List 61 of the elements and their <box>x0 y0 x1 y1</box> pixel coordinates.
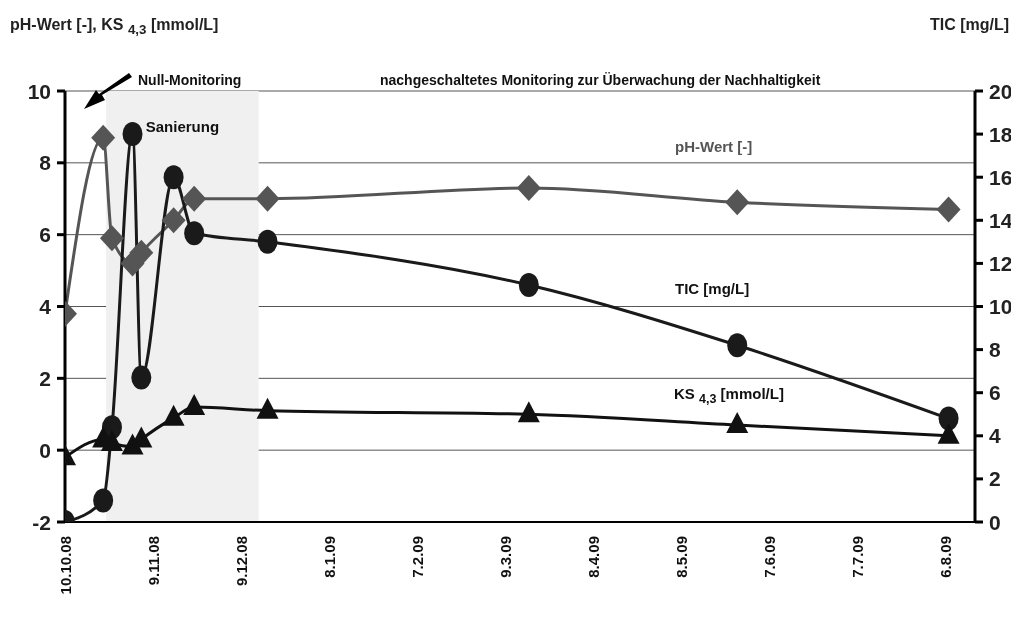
point <box>100 429 123 451</box>
y2-tick-label: 12 <box>989 251 1013 275</box>
series-label: KS $_{4,3}$ [mmol/L] <box>674 385 784 406</box>
point <box>518 272 539 297</box>
point <box>937 422 960 444</box>
x-tick-label: 8.1.09 <box>320 536 338 578</box>
y2-tick-label: 6 <box>989 381 1001 405</box>
y-tick-label: -2 <box>32 510 51 534</box>
point <box>727 333 748 358</box>
point <box>162 404 185 426</box>
y-tick-label: 10 <box>27 79 51 103</box>
point <box>938 406 959 431</box>
y2-tick-label: 18 <box>989 122 1013 146</box>
point <box>161 207 186 234</box>
point <box>93 488 114 513</box>
text: Null-Monitoring <box>138 72 242 88</box>
point <box>184 221 205 246</box>
y2-tick-label: 10 <box>989 295 1013 318</box>
y-tick-label: 4 <box>39 295 52 318</box>
y2-tick-label: 4 <box>989 424 1001 448</box>
y2-tick-label: 20 <box>989 79 1013 103</box>
y-tick-label: 0 <box>39 438 51 462</box>
y-tick-label: 8 <box>39 151 52 175</box>
series-label: TIC [mg/L] <box>675 280 750 297</box>
x-tick-label: 9.3.09 <box>496 536 514 578</box>
y2-axis-title: TIC [mg/L] <box>929 16 1009 34</box>
x-tick-label: 7.7.09 <box>849 536 867 578</box>
point <box>182 185 207 212</box>
y2-tick-label: 16 <box>989 165 1013 189</box>
x-tick-label: 8.4.09 <box>584 536 602 578</box>
point <box>129 239 154 266</box>
y2-tick-label: 8 <box>989 338 1001 362</box>
x-tick-label: 8.5.09 <box>672 536 690 578</box>
point <box>91 124 116 151</box>
band-label: Sanierung <box>145 117 220 135</box>
point <box>255 185 280 212</box>
y-tick-label: 2 <box>39 366 51 390</box>
point <box>726 412 749 434</box>
x-tick-label: 6.8.09 <box>937 536 955 578</box>
point <box>131 365 152 390</box>
x-tick-label: 7.6.09 <box>761 536 779 578</box>
point <box>122 122 143 147</box>
point <box>517 401 540 423</box>
x-tick-label: 9.12.08 <box>232 536 250 587</box>
point <box>256 397 279 419</box>
text: nachgeschaltetes Monitoring zur Überwachung der Nachhaltigkeit <box>380 72 821 88</box>
point <box>516 174 541 201</box>
text: pH-Wert [-] <box>675 138 753 155</box>
point <box>183 394 206 416</box>
point <box>725 189 750 216</box>
x-tick-label: 10.10.08 <box>56 536 74 595</box>
x-tick-label: 7.2.09 <box>408 536 426 578</box>
y2-tick-label: 2 <box>989 467 1001 491</box>
x-tick-label: 9.11.08 <box>144 536 162 586</box>
point <box>163 165 184 190</box>
point <box>936 196 961 223</box>
y-axis-title: pH-Wert [-], KS $_{4,3}$ [mmol/L] <box>10 16 219 38</box>
point <box>99 225 124 252</box>
point <box>257 229 278 254</box>
y2-tick-label: 0 <box>989 510 1001 534</box>
y-tick-label: 6 <box>39 223 51 247</box>
